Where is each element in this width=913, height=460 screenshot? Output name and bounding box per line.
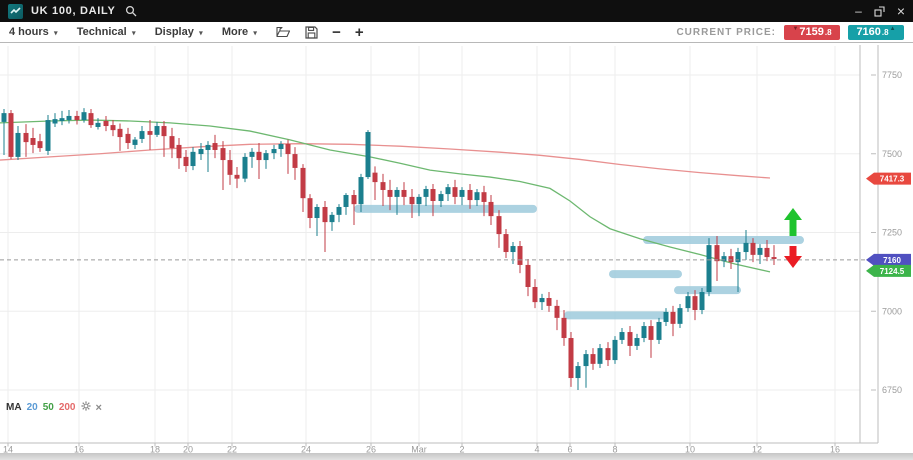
buy-price-value: 7160 bbox=[856, 25, 881, 38]
app-logo-icon bbox=[8, 3, 23, 19]
up-triangle-icon: ▲ bbox=[889, 25, 896, 32]
up-arrow-icon bbox=[784, 208, 802, 236]
search-icon[interactable] bbox=[125, 5, 137, 17]
sell-price-badge: ▼ 7159.8 bbox=[784, 24, 840, 40]
y-axis-tick-label: 7000 bbox=[882, 306, 902, 316]
more-menu[interactable]: More ▾ bbox=[221, 26, 258, 38]
chevron-down-icon: ▾ bbox=[198, 28, 203, 37]
x-axis-tick-label: 20 bbox=[183, 445, 193, 455]
sell-price-value: 7159 bbox=[799, 25, 824, 38]
ma-settings-gear-icon[interactable] bbox=[80, 401, 91, 414]
candles-layer bbox=[1, 108, 777, 390]
plus-icon: + bbox=[354, 23, 364, 41]
restore-window-icon[interactable] bbox=[874, 5, 885, 17]
timeframe-menu[interactable]: 4 hours ▾ bbox=[9, 26, 58, 38]
save-icon bbox=[305, 25, 318, 39]
support-resistance-zones bbox=[354, 204, 804, 320]
chevron-down-icon: ▾ bbox=[131, 28, 136, 37]
svg-text:7417.3: 7417.3 bbox=[880, 175, 905, 184]
ma-50-line bbox=[0, 119, 771, 273]
grid-layer bbox=[0, 46, 860, 443]
y-axis-tick-label: 7250 bbox=[882, 228, 902, 238]
ma-indicator-legend: MA 20 50 200 × bbox=[6, 401, 102, 414]
x-axis-tick-label: 22 bbox=[227, 445, 237, 455]
x-axis-tick-label: 8 bbox=[612, 445, 617, 455]
minimize-button[interactable]: – bbox=[855, 4, 862, 18]
x-axis-tick-label: 6 bbox=[567, 445, 572, 455]
signal-arrows bbox=[784, 208, 802, 268]
x-axis-tick-label: 16 bbox=[830, 445, 840, 455]
title-bar: UK 100, DAILY – × bbox=[0, 0, 913, 22]
ma-legend-label: MA bbox=[6, 402, 22, 413]
save-chart-button[interactable] bbox=[305, 25, 318, 39]
svg-text:7124.5: 7124.5 bbox=[880, 267, 905, 276]
moving-average-lines bbox=[0, 119, 771, 273]
price-tags: 7417.3 7160 7124.5 bbox=[866, 172, 911, 277]
display-menu[interactable]: Display ▾ bbox=[154, 26, 203, 38]
x-axis-tick-label: 12 bbox=[752, 445, 762, 455]
bottom-edge-strip bbox=[0, 453, 913, 460]
minus-icon: − bbox=[332, 23, 341, 41]
y-axis-tick-label: 7750 bbox=[882, 70, 902, 80]
x-axis-tick-label: 24 bbox=[301, 445, 311, 455]
open-chart-button[interactable] bbox=[276, 26, 291, 38]
price-tag bbox=[866, 264, 911, 277]
ma-200-line bbox=[0, 143, 771, 179]
current-price-label: CURRENT PRICE: bbox=[676, 26, 776, 38]
ma-period-20: 20 bbox=[26, 402, 38, 413]
buy-price-badge: 7160.8 ▲ bbox=[848, 24, 904, 40]
x-axis-tick-label: Mar bbox=[411, 445, 427, 455]
close-button[interactable]: × bbox=[896, 3, 905, 19]
x-axis-tick-label: 18 bbox=[150, 445, 160, 455]
window-controls: – × bbox=[855, 3, 905, 19]
x-axis-tick-label: 4 bbox=[534, 445, 539, 455]
chevron-down-icon: ▾ bbox=[53, 28, 58, 37]
x-axis-tick-label: 2 bbox=[459, 445, 464, 455]
ma-period-50: 50 bbox=[42, 402, 54, 413]
svg-text:7160: 7160 bbox=[883, 256, 901, 265]
ma-period-200: 200 bbox=[58, 402, 76, 413]
zoom-out-button[interactable]: − bbox=[332, 25, 341, 40]
x-axis-tick-label: 16 bbox=[74, 445, 84, 455]
down-arrow-icon bbox=[784, 246, 802, 268]
technical-menu[interactable]: Technical ▾ bbox=[76, 26, 136, 38]
x-axis-tick-label: 14 bbox=[3, 445, 13, 455]
x-axis-tick-label: 26 bbox=[366, 445, 376, 455]
ma-remove-icon[interactable]: × bbox=[95, 401, 102, 414]
timeframe-label: 4 hours bbox=[9, 26, 49, 38]
chart-toolbar: 4 hours ▾ Technical ▾ Display ▾ More ▾ −… bbox=[0, 22, 913, 43]
current-price-group: CURRENT PRICE: ▼ 7159.8 7160.8 ▲ bbox=[676, 24, 904, 40]
y-axis-tick-label: 7500 bbox=[882, 149, 902, 159]
chevron-down-icon: ▾ bbox=[253, 28, 258, 37]
folder-icon bbox=[276, 26, 291, 38]
x-axis-tick-label: 10 bbox=[685, 445, 695, 455]
down-triangle-icon: ▼ bbox=[792, 25, 799, 32]
y-axis-tick-label: 6750 bbox=[882, 385, 902, 395]
price-tag bbox=[866, 172, 911, 185]
zoom-in-button[interactable]: + bbox=[355, 25, 364, 40]
price-tag bbox=[866, 253, 911, 266]
chart-title: UK 100, DAILY bbox=[31, 5, 116, 17]
